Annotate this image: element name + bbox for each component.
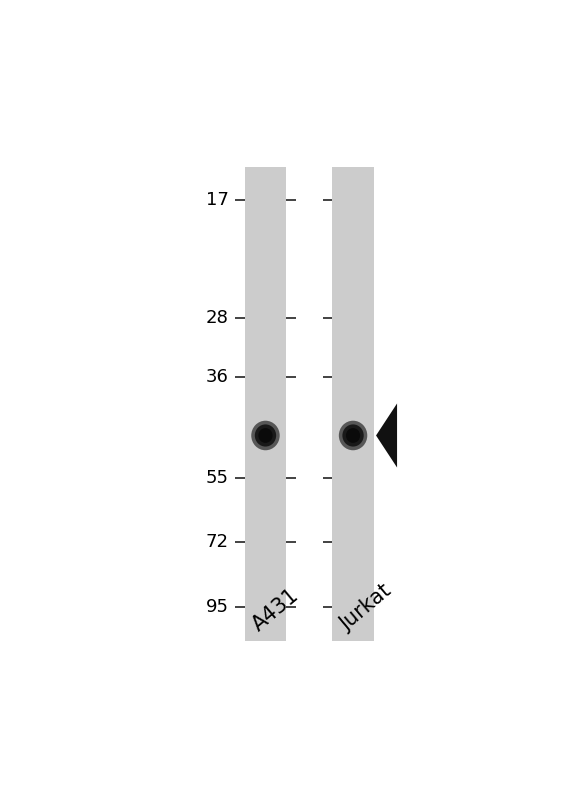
Text: 17: 17 xyxy=(206,190,228,209)
Text: 72: 72 xyxy=(206,533,228,550)
Text: 55: 55 xyxy=(206,469,228,486)
Text: 36: 36 xyxy=(206,369,228,386)
Text: 95: 95 xyxy=(206,598,228,616)
Text: 28: 28 xyxy=(206,309,228,327)
Ellipse shape xyxy=(255,425,276,446)
Text: Jurkat: Jurkat xyxy=(336,581,395,635)
Bar xyxy=(245,167,286,641)
Ellipse shape xyxy=(346,428,360,443)
Ellipse shape xyxy=(251,421,280,450)
Text: A431: A431 xyxy=(248,585,302,635)
Ellipse shape xyxy=(342,425,364,446)
Ellipse shape xyxy=(258,428,272,443)
Ellipse shape xyxy=(339,421,367,450)
Polygon shape xyxy=(376,403,397,467)
Bar xyxy=(332,167,374,641)
